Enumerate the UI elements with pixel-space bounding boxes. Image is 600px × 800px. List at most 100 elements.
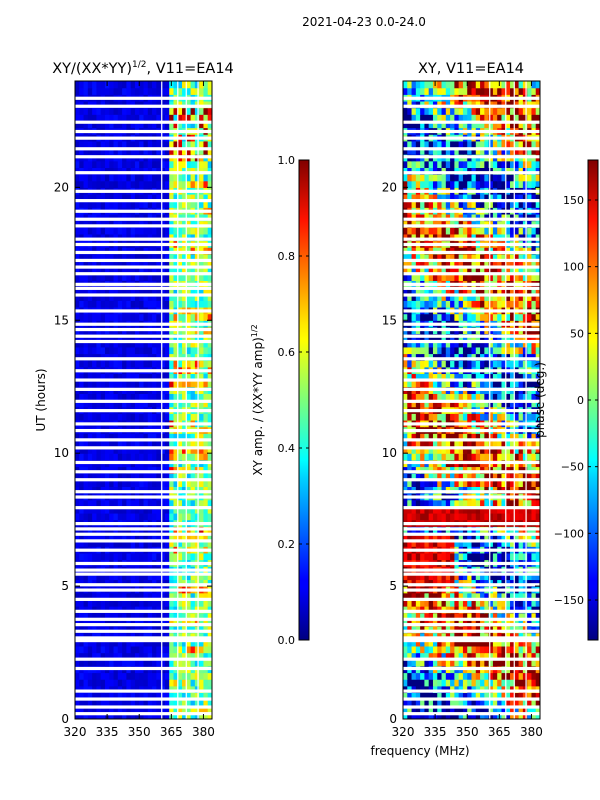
heatmap-cell [454, 446, 460, 454]
heatmap-cell [518, 353, 524, 361]
heatmap-cell [182, 572, 187, 581]
heatmap-cell [428, 506, 434, 514]
heatmap-cell [160, 679, 166, 687]
heatmap-cell [522, 413, 528, 421]
heatmap-cell [156, 180, 162, 188]
heatmap-cell [156, 479, 162, 487]
heatmap-cell [122, 532, 127, 541]
heatmap-cell [522, 466, 528, 474]
heatmap-cell [96, 413, 102, 421]
heatmap-cell [207, 639, 212, 647]
heatmap-cell [420, 599, 426, 607]
heatmap-cell [122, 373, 127, 381]
heatmap-cell [194, 512, 200, 521]
heatmap-cell [445, 346, 451, 355]
heatmap-cell [190, 552, 196, 561]
heatmap-cell [79, 373, 85, 381]
heatmap-cell [203, 373, 209, 381]
heatmap-cell [126, 400, 132, 408]
heatmap-cell [467, 532, 473, 541]
heatmap-cell [87, 659, 93, 667]
heatmap-cell [488, 659, 494, 667]
heatmap-cell [79, 712, 85, 719]
heatmap-cell [139, 140, 145, 149]
heatmap-cell [92, 645, 98, 654]
flagged-row [75, 209, 212, 213]
heatmap-cell [527, 360, 533, 368]
heatmap-cell [510, 645, 515, 654]
heatmap-cell [471, 439, 477, 448]
heatmap-cell [411, 625, 417, 634]
heatmap-cell [186, 393, 192, 401]
heatmap-cell [505, 479, 511, 487]
heatmap-cell [203, 466, 209, 474]
flagged-row [75, 129, 212, 134]
heatmap-cell [462, 479, 468, 487]
heatmap-cell [458, 413, 464, 421]
heatmap-cell [437, 705, 443, 713]
heatmap-cell [518, 499, 524, 507]
heatmap-cell [177, 499, 183, 507]
heatmap-cell [113, 659, 119, 667]
heatmap-cell [471, 393, 477, 401]
heatmap-cell [160, 353, 166, 361]
heatmap-cell [134, 659, 140, 667]
heatmap-cell [147, 293, 153, 301]
heatmap-cell [139, 287, 145, 295]
heatmap-cell [501, 712, 507, 719]
heatmap-cell [169, 300, 175, 308]
heatmap-cell [484, 659, 490, 667]
heatmap-cell [87, 346, 93, 355]
heatmap-cell [199, 247, 205, 255]
heatmap-cell [75, 107, 80, 115]
heatmap-cell [411, 685, 417, 694]
heatmap-cell [484, 612, 490, 620]
heatmap-cell [441, 539, 447, 547]
heatmap-cell [531, 572, 537, 581]
heatmap-cell [199, 287, 205, 295]
heatmap-cell [152, 273, 157, 281]
heatmap-cell [501, 506, 507, 514]
heatmap-cell [207, 692, 212, 700]
heatmap-cell [113, 679, 119, 687]
heatmap-cell [186, 107, 192, 115]
heatmap-cell [441, 380, 447, 388]
heatmap-cell [147, 532, 153, 541]
heatmap-cell [505, 532, 511, 541]
heatmap-cell [484, 619, 490, 627]
heatmap-cell [96, 645, 102, 654]
heatmap-cell [164, 539, 170, 547]
heatmap-cell [134, 233, 140, 242]
heatmap-cell [109, 313, 115, 321]
heatmap-cell [182, 672, 187, 680]
heatmap-cell [169, 672, 175, 680]
heatmap-cell [92, 612, 98, 620]
heatmap-cell [445, 473, 451, 481]
flagged-row [75, 495, 212, 499]
heatmap-cell [92, 506, 98, 514]
heatmap-cell [203, 433, 209, 441]
heatmap-cell [531, 539, 537, 547]
heatmap-cell [407, 579, 413, 587]
heatmap-cell [139, 340, 145, 348]
heatmap-cell [182, 87, 187, 95]
heatmap-cell [79, 486, 85, 494]
heatmap-cell [415, 506, 421, 514]
heatmap-cell [186, 506, 192, 514]
heatmap-cell [92, 679, 98, 687]
heatmap-cell [126, 539, 132, 547]
heatmap-cell [454, 353, 460, 361]
heatmap-cell [109, 174, 115, 182]
heatmap-cell [510, 439, 515, 448]
heatmap-cell [199, 506, 205, 514]
heatmap-cell [518, 532, 524, 541]
heatmap-cell [134, 645, 140, 654]
heatmap-cell [420, 652, 426, 660]
heatmap-cell [522, 346, 528, 355]
heatmap-cell [182, 699, 187, 707]
flagged-row [75, 327, 212, 332]
heatmap-cell [522, 499, 528, 507]
heatmap-cell [83, 506, 89, 514]
heatmap-cell [83, 313, 89, 321]
heatmap-cell [134, 639, 140, 647]
